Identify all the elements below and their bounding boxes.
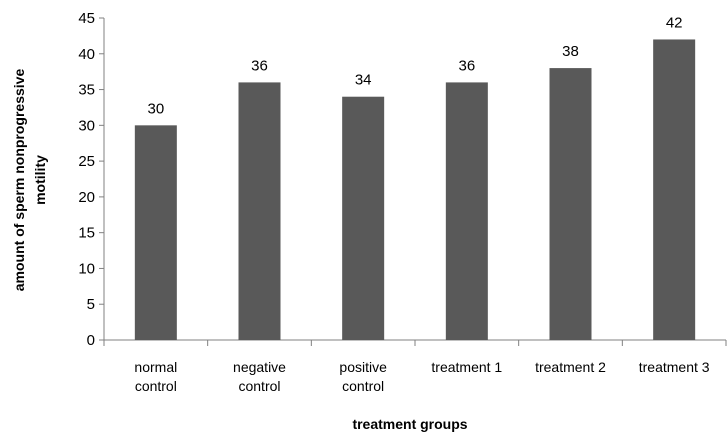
data-label: 38 <box>562 43 579 60</box>
y-tick-label: 35 <box>78 82 95 99</box>
data-label: 42 <box>666 14 683 31</box>
y-axis: 0 5 10 15 20 25 30 35 40 45 <box>78 10 105 349</box>
category-label: treatment 2 <box>535 359 606 375</box>
y-axis-title-line-2: motility <box>32 155 48 205</box>
y-tick-label: 40 <box>78 46 95 63</box>
category-label: treatment 3 <box>639 359 710 375</box>
bar <box>445 82 488 341</box>
y-tick-label: 10 <box>78 260 95 277</box>
data-label: 30 <box>147 100 164 117</box>
data-label: 34 <box>355 72 372 89</box>
y-tick-label: 15 <box>78 225 95 242</box>
y-axis-title-line-1: amount of sperm nonprogressive <box>11 69 27 292</box>
category-label: positive control <box>339 359 387 394</box>
bars <box>134 39 696 341</box>
y-tick-label: 30 <box>78 117 95 134</box>
bar <box>342 96 385 340</box>
y-tick-label: 5 <box>87 296 95 313</box>
category-label: normal control <box>134 359 177 394</box>
bar <box>549 68 592 340</box>
category-label: treatment 1 <box>431 359 502 375</box>
category-labels: normal control negative control positive cont… <box>134 359 709 394</box>
x-axis <box>103 339 727 346</box>
y-tick-label: 0 <box>87 332 95 349</box>
data-labels: 30 36 34 36 38 42 <box>147 14 682 117</box>
y-tick-label: 20 <box>78 189 95 206</box>
y-tick-label: 45 <box>78 10 95 27</box>
y-tick-label: 25 <box>78 153 95 170</box>
x-axis-title: treatment groups <box>352 416 467 432</box>
bar <box>134 125 177 340</box>
bar <box>238 82 281 341</box>
data-label: 36 <box>251 57 268 74</box>
category-label: negative control <box>233 359 286 394</box>
data-label: 36 <box>458 57 475 74</box>
bar <box>653 39 696 340</box>
